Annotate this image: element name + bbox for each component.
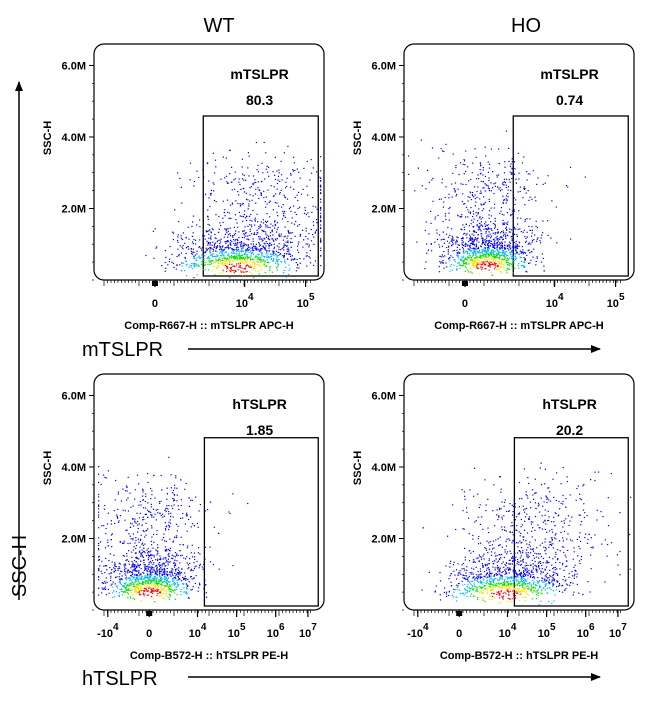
y-tick-label: 4.0M — [372, 132, 396, 144]
plot-ho-htslpr: 2.0M 4.0M 6.0M SSC-H -104 0 104 105 106 107 Comp-B… — [352, 374, 634, 662]
gate-name: hTSLPR — [542, 396, 596, 412]
x-tick-label: 104 — [546, 292, 564, 310]
x-tick-label: 0 — [152, 298, 158, 310]
x-tick-label: -104 — [97, 622, 119, 640]
gate-percent: 20.2 — [556, 422, 583, 438]
x-zero-block — [152, 281, 158, 286]
x-tick-label: 104 — [236, 292, 254, 310]
row-label-mtslpr: mTSLPR — [82, 339, 163, 361]
y-tick-label: 6.0M — [372, 60, 396, 72]
gate-name: mTSLPR — [540, 66, 598, 82]
plot-frame — [94, 44, 324, 280]
x-axis-label: Comp-R667-H :: mTSLPR APC-H — [434, 320, 604, 332]
plot-wt-htslpr: 2.0M 4.0M 6.0M SSC-H -104 0 104 105 106 107 Comp-B… — [42, 374, 324, 662]
y-axis-label: SSC-H — [42, 121, 54, 155]
x-tick-label: 106 — [267, 622, 285, 640]
x-tick-label: 105 — [538, 622, 556, 640]
y-axis-label: SSC-H — [42, 451, 54, 485]
y-tick-label: 4.0M — [372, 462, 396, 474]
x-zero-block — [462, 281, 468, 286]
x-tick-label: 107 — [299, 622, 317, 640]
y-axis-label: SSC-H — [352, 121, 364, 155]
y-tick-label: 4.0M — [62, 132, 86, 144]
y-tick-label: 2.0M — [62, 533, 86, 545]
gate-percent: 80.3 — [246, 92, 273, 108]
y-tick-label: 4.0M — [62, 462, 86, 474]
y-tick-label: 2.0M — [62, 203, 86, 215]
x-tick-label: 0 — [146, 628, 152, 640]
x-zero-block — [456, 611, 462, 616]
x-tick-label: 104 — [189, 622, 207, 640]
gate-name: hTSLPR — [232, 396, 286, 412]
y-tick-label: 6.0M — [62, 390, 86, 402]
x-tick-label: 0 — [462, 298, 468, 310]
x-tick-label: 104 — [499, 622, 517, 640]
x-axis-label: Comp-B572-H :: hTSLPR PE-H — [130, 650, 288, 662]
gate-percent: 1.85 — [246, 422, 273, 438]
column-header-wt: WT — [203, 15, 234, 37]
x-tick-label: 106 — [577, 622, 595, 640]
x-tick-label: 105 — [607, 292, 625, 310]
y-axis-label: SSC-H — [352, 451, 364, 485]
plot-frame — [94, 374, 324, 610]
ssc-axis-label: SSC-H — [9, 535, 31, 597]
y-tick-label: 2.0M — [372, 203, 396, 215]
x-tick-label: 105 — [228, 622, 246, 640]
y-tick-label: 2.0M — [372, 533, 396, 545]
x-tick-label: 107 — [609, 622, 627, 640]
x-axis-label: Comp-B572-H :: hTSLPR PE-H — [440, 650, 598, 662]
column-header-ho: HO — [511, 15, 541, 37]
row-label-htslpr: hTSLPR — [82, 668, 158, 690]
x-zero-block — [146, 611, 152, 616]
x-axis-label: Comp-R667-H :: mTSLPR APC-H — [124, 320, 294, 332]
y-tick-label: 6.0M — [62, 60, 86, 72]
gate-name: mTSLPR — [230, 66, 288, 82]
x-tick-label: -104 — [407, 622, 429, 640]
x-tick-label: 105 — [297, 292, 315, 310]
y-tick-label: 6.0M — [372, 390, 396, 402]
gate-percent: 0.74 — [556, 92, 583, 108]
x-tick-label: 0 — [456, 628, 462, 640]
